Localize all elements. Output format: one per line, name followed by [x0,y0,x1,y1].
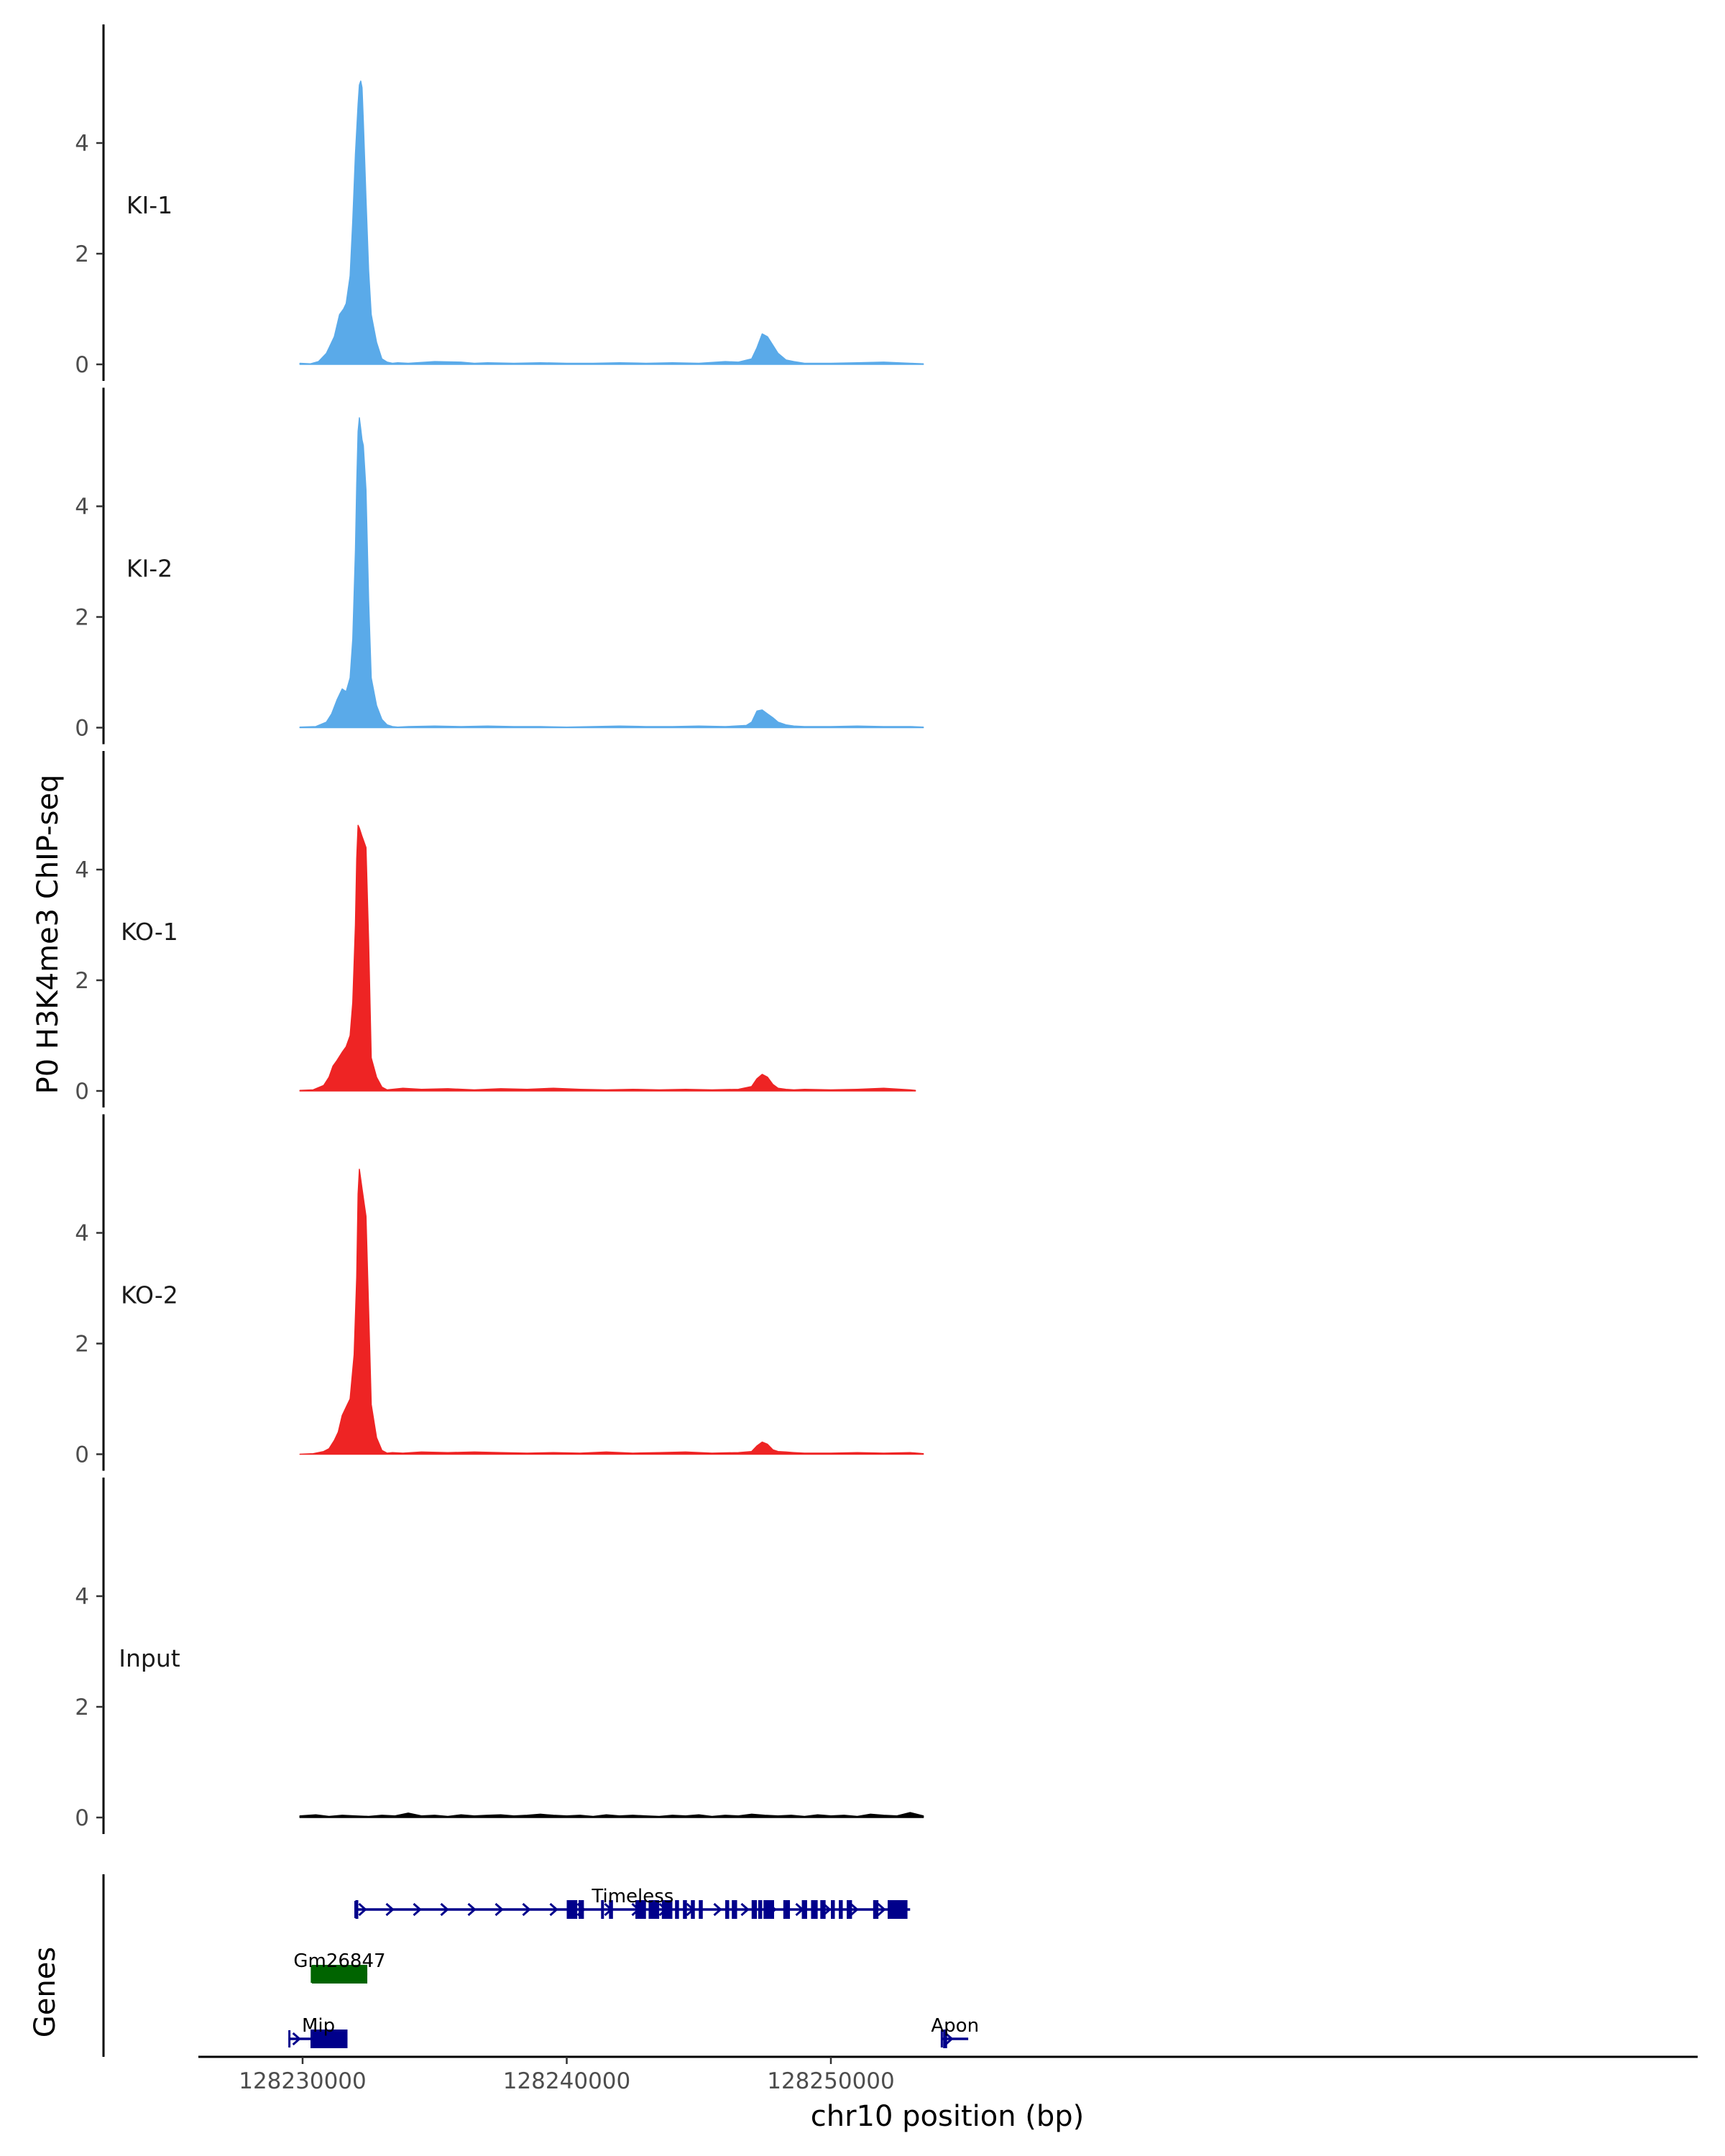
exon [847,1900,852,1919]
strand-chevron [850,1902,859,1917]
gene-mip: Mip [288,2015,348,2048]
exon [943,2030,947,2048]
exon [691,1900,695,1919]
exon [725,1900,730,1919]
exon [839,1900,843,1919]
x-axis-title: chr10 position (bp) [811,2100,1085,2133]
coverage-area-ko-2 [299,1169,924,1455]
y-tick-label: 2 [75,1695,89,1720]
exon [732,1900,737,1919]
exon [566,1900,578,1919]
y-tick-label: 4 [75,1584,89,1610]
gene-gm26847: Gm26847 [293,1950,386,1984]
gene-apon: Apon [931,2015,979,2048]
exon [683,1900,687,1919]
exon [311,1965,368,1984]
track-label: KI-1 [126,191,172,219]
exon [751,1900,758,1919]
track-panel-ko-2: 0 2 4 KO-2 [75,1114,924,1471]
strand-chevron [713,1902,722,1917]
y-tick-label: 4 [75,131,89,157]
track-label: KO-1 [121,918,178,946]
y-tick-label: 2 [75,1332,89,1358]
gene-label: Apon [931,2015,979,2037]
gene-label: Gm26847 [293,1950,385,1972]
strand-chevron [944,2032,954,2046]
track-panel-ki-2: 0 2 4 KI-2 [75,387,924,745]
exon [635,1900,646,1919]
y-tick-label: 4 [75,857,89,883]
exon [783,1900,791,1919]
strand-chevron [292,2032,301,2046]
x-tick-label: 128240000 [503,2068,631,2094]
y-tick-label: 2 [75,968,89,994]
exon [873,1900,879,1919]
x-tick-label: 128250000 [767,2068,895,2094]
exon [601,1900,604,1919]
strand-chevron [549,1902,558,1917]
exon [355,1900,359,1919]
track-panel-input: 0 2 4 Input [75,1478,924,1834]
coverage-area-input [299,1812,924,1818]
exon [763,1900,774,1919]
track-panel-ko-1: 0 2 4 KO-1 [75,751,916,1107]
coverage-tracks: 0 2 4 KI-1 0 2 4 KI-2 0 2 4 KO-1 0 2 4 KO-2 0 2 4 Input [75,24,924,1834]
exon [811,1900,818,1919]
exon [801,1900,807,1919]
exon [648,1900,660,1919]
gene-label: Mip [302,2015,335,2037]
coverage-area-ki-2 [299,417,924,729]
exon [675,1900,679,1919]
y-tick-label: 0 [75,1442,89,1468]
x-tick-label: 128230000 [239,2068,367,2094]
y-tick-label: 0 [75,1079,89,1105]
y-tick-label: 0 [75,352,89,378]
exon [758,1900,763,1919]
exon [699,1900,703,1919]
track-panel-ki-1: 0 2 4 KI-1 [75,24,924,381]
coverage-area-ki-1 [299,80,924,365]
gene-label: Timeless [591,1886,673,1907]
coverage-area-ko-1 [299,824,916,1092]
strand-chevron [740,1902,750,1917]
strand-chevron [522,1902,531,1917]
exon [888,1900,908,1919]
exon [310,2030,348,2048]
y-tick-label: 2 [75,241,89,267]
y-tick-label: 4 [75,494,89,520]
genes-panel-label: Genes [29,1947,62,2037]
strand-chevron [467,1902,477,1917]
genes-panel: Timeless Gm26847 Mip Apon [102,1874,979,2057]
strand-chevron [877,1902,886,1917]
strand-chevron [358,1902,367,1917]
exon [820,1900,826,1919]
exon [579,1900,584,1919]
y-tick-label: 0 [75,1805,89,1831]
gene-timeless: Timeless [354,1886,911,1919]
y-tick-label: 4 [75,1221,89,1247]
exon [661,1900,673,1919]
x-axis: 128230000 128240000 128250000 [198,2055,1698,2094]
track-label: KO-2 [121,1281,178,1309]
exon [609,1900,613,1919]
track-label: Input [119,1644,180,1672]
y-tick-label: 2 [75,605,89,631]
strand-chevron [413,1902,422,1917]
y-tick-label: 0 [75,716,89,742]
strand-chevron [494,1902,504,1917]
exon [831,1900,835,1919]
track-label: KI-2 [126,555,172,583]
y-axis-title: P0 H3K4me3 ChIP-seq [32,775,65,1095]
strand-chevron [440,1902,449,1917]
strand-chevron [385,1902,395,1917]
